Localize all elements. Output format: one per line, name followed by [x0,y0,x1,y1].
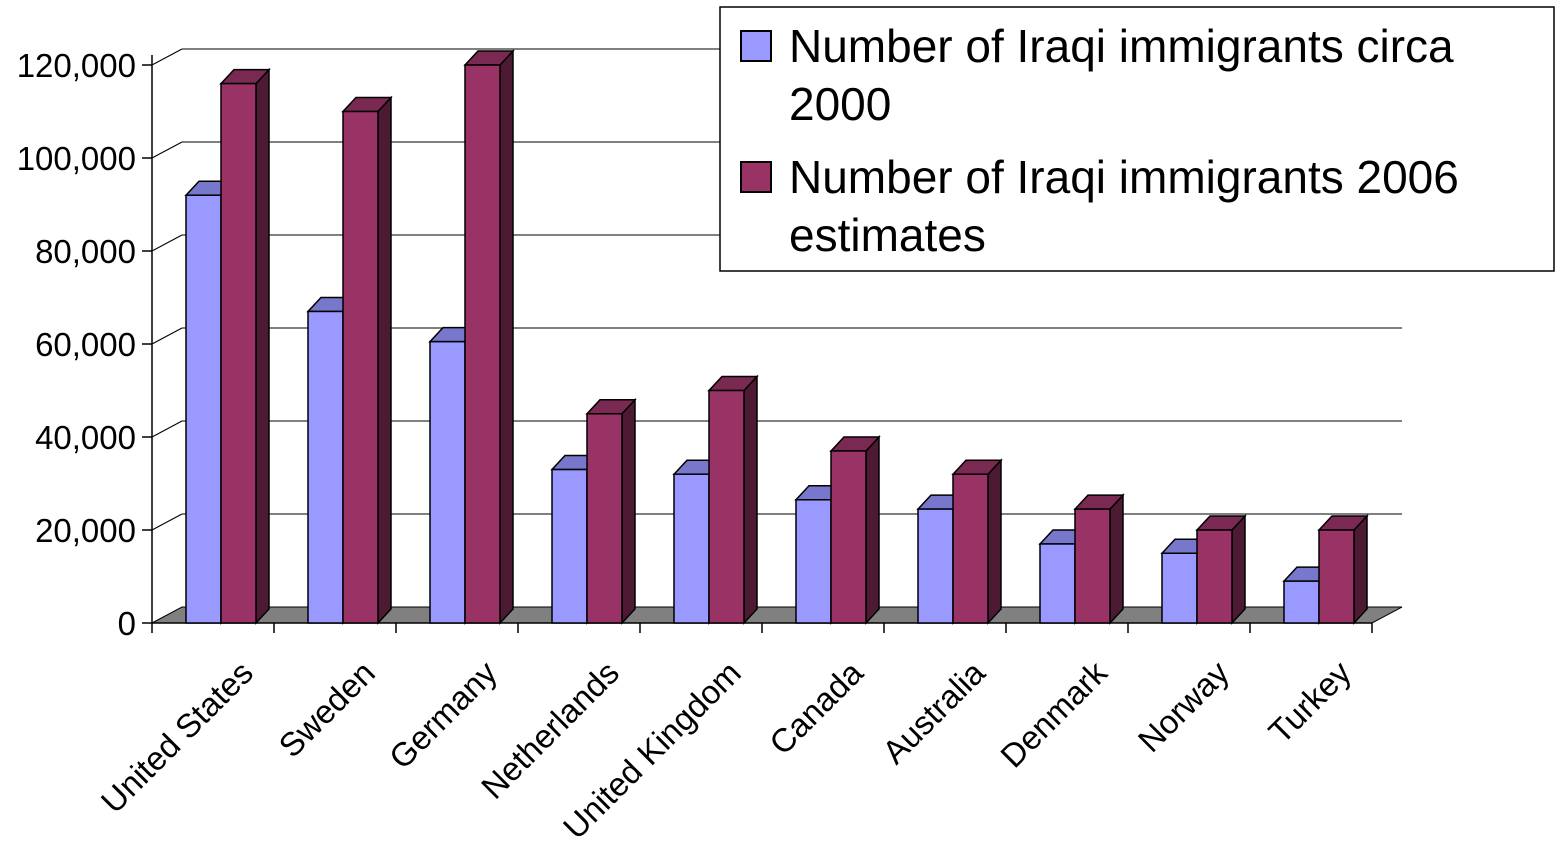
legend-box [719,6,1555,272]
bar-front [464,64,501,624]
legend: Number of Iraqi immigrants circa 2000 Nu… [719,6,1555,272]
legend-swatch-series-2 [740,161,772,193]
bar [1073,493,1125,625]
bar-side [1353,514,1368,625]
gridline-connector [151,234,183,252]
bar-front [551,468,588,624]
bar-side [1109,493,1124,625]
y-tick-label: 20,000 [35,512,136,549]
y-tick-label: 0 [118,605,136,642]
y-tick-labels: 0 20,000 40,000 60,000 80,000 100,000 120,000 [17,47,136,642]
bar-front [795,499,832,624]
bar-front [917,508,954,624]
bar [951,458,1003,625]
x-category-label: United States [94,654,260,820]
gridline-connector [151,327,183,345]
x-category-label: Australia [875,653,992,770]
x-category-labels: United States Sweden GermanyNetherlandsUni… [94,653,1359,846]
x-category-label: Norway [1131,653,1237,759]
bar [707,374,759,625]
bar-front [342,110,379,624]
bar-front [307,310,344,624]
bar-side [865,435,880,625]
bar-side [499,49,514,625]
y-tick-label: 80,000 [35,233,136,270]
bar-front [1161,552,1198,624]
bar-side [621,397,636,625]
bar [463,49,515,625]
legend-swatch-series-1 [740,30,772,62]
bar-front [673,473,710,624]
bar-front [185,194,222,624]
bar-side [377,95,392,625]
x-category-label: Turkey [1261,653,1358,750]
bar-front [1283,580,1320,624]
y-tick-label: 60,000 [35,326,136,363]
gridline-connector [151,48,183,66]
x-category-label: Canada [762,653,870,761]
gridline-connector [151,513,183,531]
x-category-label: Germany [382,653,504,775]
bar [829,435,881,625]
legend-label-series-1-line-2: 2000 [789,78,891,130]
bar [1317,514,1369,625]
x-category-label: Denmark [993,653,1114,774]
bar-side [1231,514,1246,625]
bar-front [429,340,466,624]
legend-label-series-2-line-2: estimates [789,209,986,261]
bar-front [952,473,989,624]
bars [184,49,1369,625]
bar-front [1196,529,1233,624]
bar-front [1318,529,1355,624]
bar-front [830,450,867,624]
legend-label-series-1-line-1: Number of Iraqi immigrants circa [789,20,1454,72]
bar [341,95,393,625]
bar-side [987,458,1002,625]
x-category-label: Sweden [271,654,381,764]
bar [1195,514,1247,625]
bar-front [1039,543,1076,624]
bar-front [708,389,745,624]
bar [585,397,637,625]
bar-side [743,374,758,625]
bar-front [220,82,257,624]
bar-front [1074,508,1111,624]
legend-label-series-2-line-1: Number of Iraqi immigrants 2006 [789,151,1459,203]
gridline-connector [151,420,183,438]
gridline-connector [151,141,183,159]
y-tick-label: 120,000 [17,47,136,84]
bar-side [255,67,270,625]
bar [219,67,271,625]
bar-front [586,413,623,624]
y-tick-label: 40,000 [35,419,136,456]
y-tick-label: 100,000 [17,140,136,177]
